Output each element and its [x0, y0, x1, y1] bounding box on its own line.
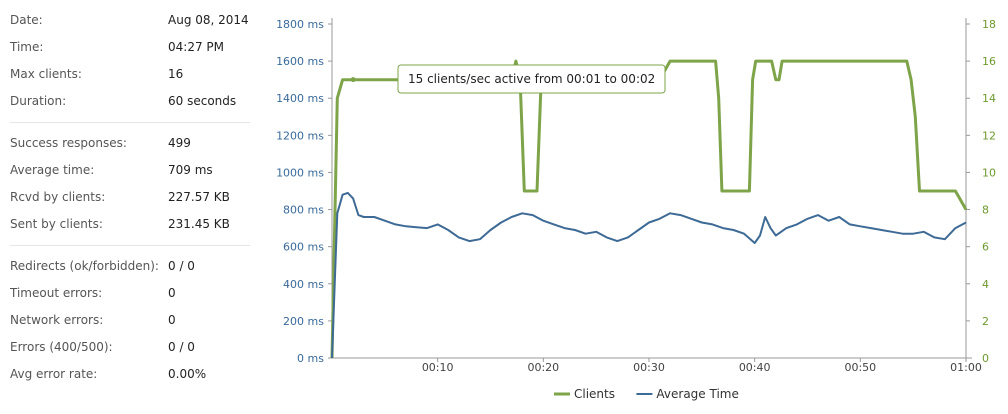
stat-value: 227.57 KB [168, 189, 230, 204]
stat-value: 0 [168, 312, 176, 327]
stat-value: 231.45 KB [168, 216, 230, 231]
x-tick-label: 00:40 [739, 361, 771, 374]
stat-value: 60 seconds [168, 93, 237, 108]
y-right-tick-label: 12 [982, 129, 996, 142]
y-right-tick-label: 2 [982, 315, 989, 328]
stat-row: Duration: 60 seconds [10, 87, 250, 114]
series-line-average-time [331, 191, 967, 359]
stat-row: Max clients: 16 [10, 60, 250, 87]
stat-label: Average time: [10, 162, 95, 177]
y-left-tick-label: 1800 ms [276, 18, 324, 31]
y-left-tick-label: 800 ms [283, 204, 324, 217]
stat-value: 709 ms [168, 162, 213, 177]
stat-label: Date: [10, 12, 43, 27]
y-left-tick-label: 400 ms [283, 278, 324, 291]
y-left-tick-label: 0 ms [297, 352, 324, 365]
y-right-tick-label: 4 [982, 278, 989, 291]
stat-label: Max clients: [10, 66, 82, 81]
stat-row: Timeout errors: 0 [10, 279, 250, 306]
x-tick-label: 00:20 [527, 361, 559, 374]
y-right-tick-label: 0 [982, 352, 989, 365]
stat-label: Success responses: [10, 135, 127, 150]
stats-panel: Date: Aug 08, 2014 Time: 04:27 PM Max client… [10, 0, 250, 395]
tooltip-anchor-point [350, 77, 356, 83]
x-tick-label: 00:50 [844, 361, 876, 374]
stat-value: 0.00% [168, 366, 207, 381]
stat-row: Avg error rate: 0.00% [10, 360, 250, 387]
stat-row: Time: 04:27 PM [10, 33, 250, 60]
legend-label: Average Time [656, 387, 738, 401]
stat-label: Errors (400/500): [10, 339, 113, 354]
y-right-tick-label: 10 [982, 166, 996, 179]
y-left-tick-label: 1000 ms [276, 166, 324, 179]
stat-value: 0 / 0 [168, 339, 195, 354]
stats-group: Date: Aug 08, 2014 Time: 04:27 PM Max client… [10, 0, 250, 123]
tooltip-box [397, 64, 666, 94]
stat-label: Rcvd by clients: [10, 189, 106, 204]
x-tick-label: 01:00 [950, 361, 982, 374]
y-left-tick-label: 200 ms [283, 315, 324, 328]
stat-row: Redirects (ok/forbidden): 0 / 0 [10, 252, 250, 279]
stat-label: Time: [10, 39, 44, 54]
stat-value: 0 [168, 285, 176, 300]
stat-row: Network errors: 0 [10, 306, 250, 333]
stat-label: Duration: [10, 93, 67, 108]
x-tick-label: 00:10 [422, 361, 454, 374]
stat-value: 499 [168, 135, 191, 150]
stat-row: Success responses: 499 [10, 129, 250, 156]
stat-row: Average time: 709 ms [10, 156, 250, 183]
stat-value: 16 [168, 66, 184, 81]
stat-value: 04:27 PM [168, 39, 224, 54]
stat-row: Sent by clients: 231.45 KB [10, 210, 250, 237]
y-left-tick-label: 600 ms [283, 241, 324, 254]
stats-group: Redirects (ok/forbidden): 0 / 0 Timeout er… [10, 246, 250, 395]
y-left-tick-label: 1200 ms [276, 129, 324, 142]
legend-label: Clients [574, 387, 615, 401]
stat-label: Sent by clients: [10, 216, 103, 231]
y-right-tick-label: 8 [982, 204, 989, 217]
stat-row: Date: Aug 08, 2014 [10, 6, 250, 33]
stat-row: Errors (400/500): 0 / 0 [10, 333, 250, 360]
stat-label: Redirects (ok/forbidden): [10, 258, 159, 273]
y-right-tick-label: 16 [982, 55, 996, 68]
y-right-tick-label: 14 [982, 92, 996, 105]
series-line-clients [330, 59, 968, 359]
y-right-tick-label: 6 [982, 241, 989, 254]
y-right-tick-label: 18 [982, 18, 996, 31]
tooltip-text: 15 clients/sec active from 00:01 to 00:0… [408, 72, 655, 86]
stats-group: Success responses: 499 Average time: 709 ms… [10, 123, 250, 246]
stat-value: Aug 08, 2014 [168, 12, 249, 27]
plot-layer: 0 ms 200 ms 400 ms 600 ms 800 ms 1000 ms 1200 … [276, 18, 996, 401]
stat-label: Timeout errors: [10, 285, 103, 300]
stat-label: Avg error rate: [10, 366, 98, 381]
stat-row: Rcvd by clients: 227.57 KB [10, 183, 250, 210]
x-tick-label: 00:30 [633, 361, 665, 374]
stat-value: 0 / 0 [168, 258, 195, 273]
y-left-tick-label: 1600 ms [276, 55, 324, 68]
y-left-tick-label: 1400 ms [276, 92, 324, 105]
response-chart: 0 ms 200 ms 400 ms 600 ms 800 ms 1000 ms 1200 … [276, 18, 996, 401]
stat-label: Network errors: [10, 312, 104, 327]
